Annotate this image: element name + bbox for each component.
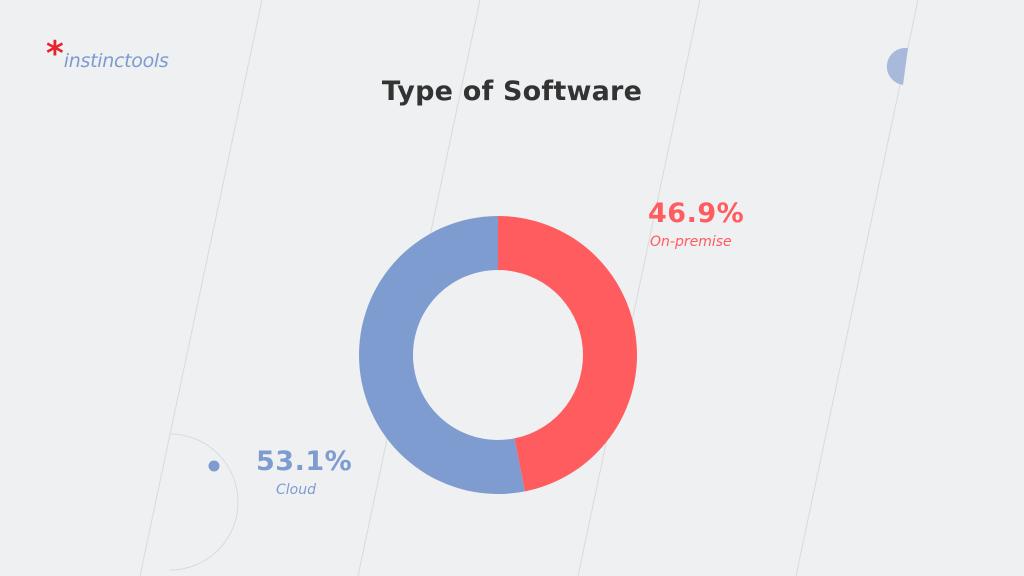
logo-wordmark: instinctools <box>63 50 169 72</box>
chart-title: Type of Software <box>381 76 643 107</box>
brand-logo: * instinctools <box>46 34 169 74</box>
slice-cloud <box>359 216 525 494</box>
dot-decoration <box>208 460 220 472</box>
half-circle-decoration <box>886 47 908 85</box>
on-premise-percentage: 46.9% <box>648 198 745 229</box>
cloud-label: Cloud <box>276 482 316 498</box>
cloud-percentage: 53.1% <box>256 446 353 477</box>
on-premise-label: On-premise <box>650 234 732 250</box>
logo-asterisk-icon: * <box>46 34 64 74</box>
slice-on-premise <box>498 216 638 492</box>
